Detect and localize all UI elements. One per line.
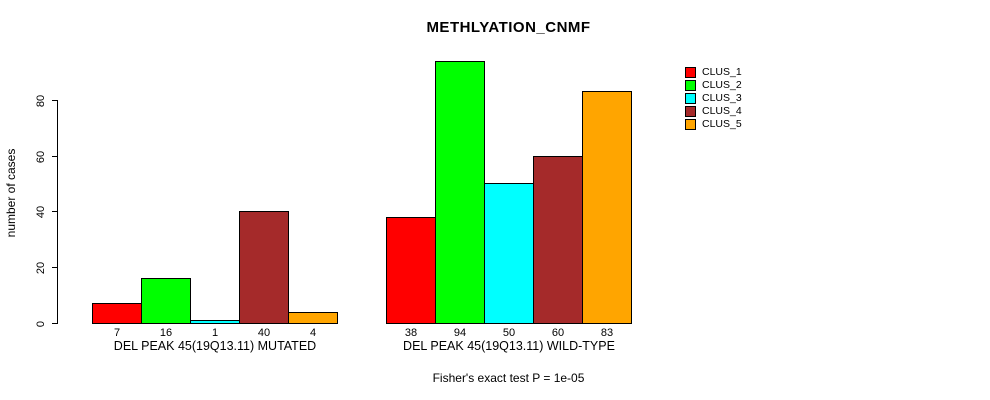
y-tick-label: 40 <box>35 205 47 219</box>
fisher-test-caption: Fisher's exact test P = 1e-05 <box>432 371 585 385</box>
bar-value-label: 60 <box>551 327 565 339</box>
y-axis-line <box>57 100 58 324</box>
legend-swatch-clus_3 <box>685 93 696 104</box>
legend-label: CLUS_3 <box>702 92 742 104</box>
bar-value-label: 1 <box>211 327 219 339</box>
legend-swatch-clus_5 <box>685 119 696 130</box>
bar-value-label: 83 <box>600 327 614 339</box>
group-label: DEL PEAK 45(19Q13.11) WILD-TYPE <box>403 339 615 353</box>
bar-value-label: 40 <box>257 327 271 339</box>
y-tick-label: 60 <box>35 150 47 164</box>
legend-label: CLUS_4 <box>702 105 742 117</box>
bar-value-label: 16 <box>159 327 173 339</box>
bar-value-label: 7 <box>113 327 121 339</box>
bar-clus_2-group2 <box>435 61 485 324</box>
y-tick <box>52 323 57 324</box>
legend-swatch-clus_2 <box>685 80 696 91</box>
legend-swatch-clus_1 <box>685 67 696 78</box>
legend-item-clus_5: CLUS_5 <box>685 118 742 131</box>
group-label: DEL PEAK 45(19Q13.11) MUTATED <box>113 339 317 353</box>
chart-title: METHLYATION_CNMF <box>426 19 591 36</box>
legend-item-clus_1: CLUS_1 <box>685 66 742 79</box>
bar-value-label: 38 <box>404 327 418 339</box>
y-tick-label: 0 <box>35 320 47 328</box>
legend-label: CLUS_1 <box>702 66 742 78</box>
bar-clus_1-group2 <box>386 217 436 324</box>
legend-item-clus_2: CLUS_2 <box>685 79 742 92</box>
bar-value-label: 94 <box>453 327 467 339</box>
bar-clus_3-group2 <box>484 183 534 324</box>
y-tick <box>52 156 57 157</box>
bar-value-label: 50 <box>502 327 516 339</box>
legend-item-clus_4: CLUS_4 <box>685 105 742 118</box>
y-axis-title: number of cases <box>4 148 18 238</box>
y-tick <box>52 211 57 212</box>
bar-clus_4-group2 <box>533 156 583 324</box>
bar-clus_3-group1 <box>190 320 240 324</box>
legend-item-clus_3: CLUS_3 <box>685 92 742 105</box>
legend-swatch-clus_4 <box>685 106 696 117</box>
bar-clus_2-group1 <box>141 278 191 324</box>
y-tick-label: 20 <box>35 261 47 275</box>
bar-clus_1-group1 <box>92 303 142 324</box>
legend-label: CLUS_5 <box>702 118 742 130</box>
bar-clus_5-group1 <box>288 312 338 324</box>
legend-label: CLUS_2 <box>702 79 742 91</box>
bar-value-label: 4 <box>309 327 317 339</box>
y-tick <box>52 267 57 268</box>
y-tick <box>52 100 57 101</box>
y-tick-label: 80 <box>35 94 47 108</box>
bar-clus_4-group1 <box>239 211 289 324</box>
legend: CLUS_1 CLUS_2 CLUS_3 CLUS_4 CLUS_5 <box>685 66 742 131</box>
bar-clus_5-group2 <box>582 91 632 324</box>
